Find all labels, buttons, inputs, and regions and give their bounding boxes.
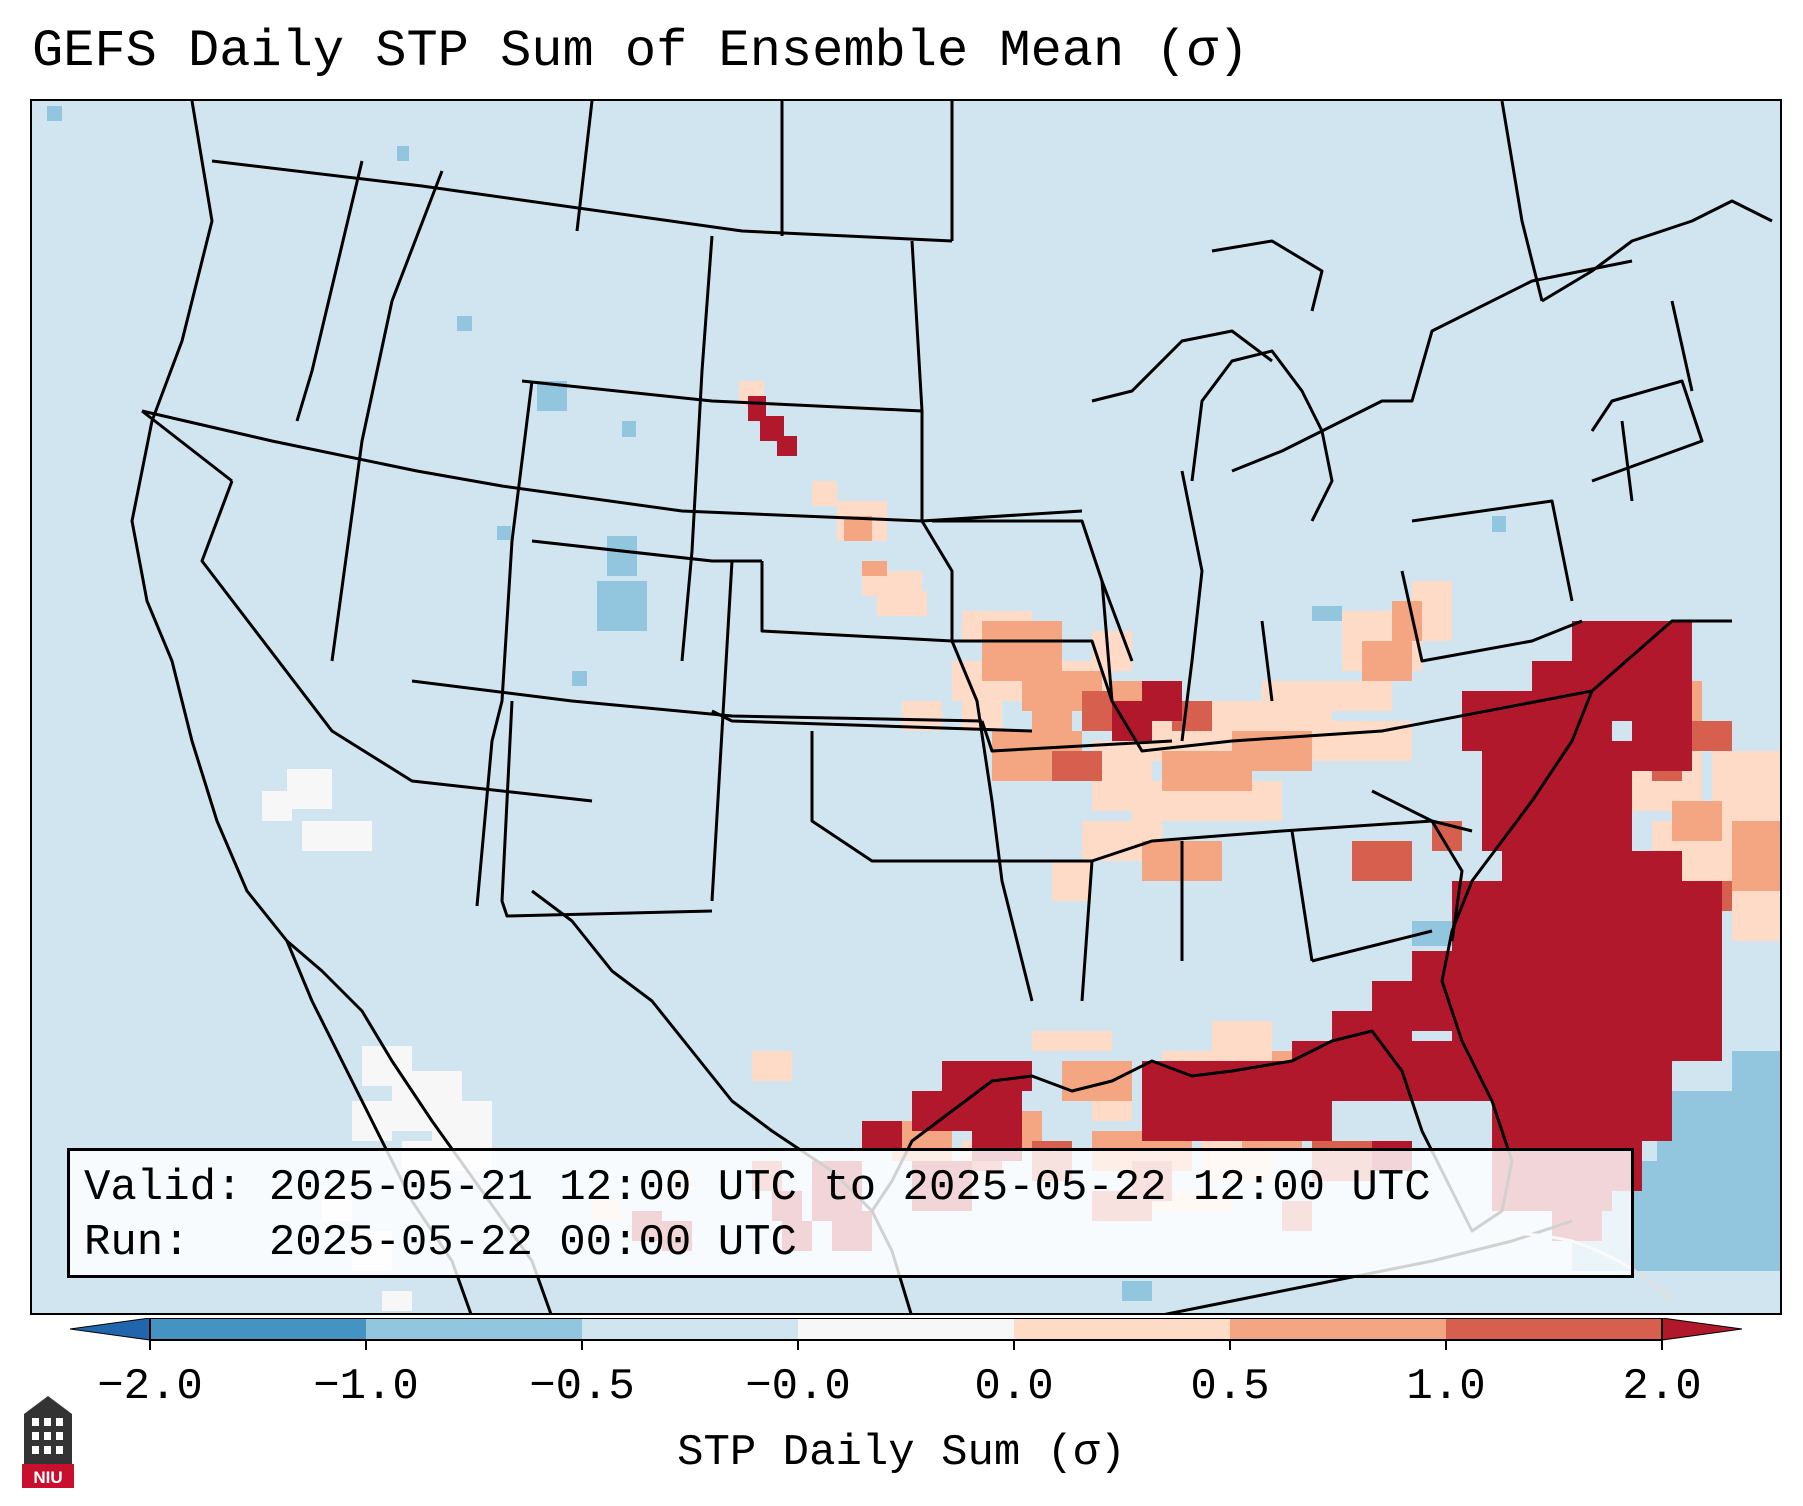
chart-title: GEFS Daily STP Sum of Ensemble Mean (σ) <box>32 22 1249 81</box>
colorbar-tick-label: 0.0 <box>974 1362 1054 1412</box>
run-line: Run: 2025-05-22 00:00 UTC <box>84 1218 797 1268</box>
university-seal-icon: NIU <box>22 1396 74 1488</box>
colorbar-bin-5 <box>1230 1318 1446 1340</box>
colorbar-tick-label: −1.0 <box>313 1362 419 1412</box>
colorbar-label: STP Daily Sum (σ) <box>677 1428 1126 1478</box>
valid-line: Valid: 2025-05-21 12:00 UTC to 2025-05-2… <box>84 1163 1431 1213</box>
colorbar-bin-3 <box>798 1318 1014 1340</box>
valid-run-info-box: Valid: 2025-05-21 12:00 UTC to 2025-05-2… <box>67 1148 1634 1278</box>
map-canvas <box>47 101 1780 1313</box>
colorbar-tick-label: 2.0 <box>1622 1362 1702 1412</box>
map-panel[interactable] <box>30 99 1782 1315</box>
colorbar-tick-label: −2.0 <box>97 1362 203 1412</box>
colorbar-tick-label: 1.0 <box>1406 1362 1486 1412</box>
colorbar-bin-6 <box>1446 1318 1662 1340</box>
colorbar-bin-1 <box>366 1318 582 1340</box>
colorbar-tick-label: −0.5 <box>529 1362 635 1412</box>
colorbar-bin-0 <box>150 1318 366 1340</box>
colorbar-under-arrow <box>70 1318 151 1341</box>
colorbar-tick-label: 0.5 <box>1190 1362 1270 1412</box>
state-borders <box>130 101 1704 1313</box>
colorbar <box>70 1318 1743 1350</box>
colorbar-tick-label: −0.0 <box>745 1362 851 1412</box>
colorbar-bin-2 <box>582 1318 798 1340</box>
colorbar-bin-4 <box>1014 1318 1230 1340</box>
colorbar-over-arrow <box>1661 1318 1743 1341</box>
max-anomaly-cells <box>632 396 1722 1251</box>
svg-text:NIU: NIU <box>33 1468 62 1487</box>
